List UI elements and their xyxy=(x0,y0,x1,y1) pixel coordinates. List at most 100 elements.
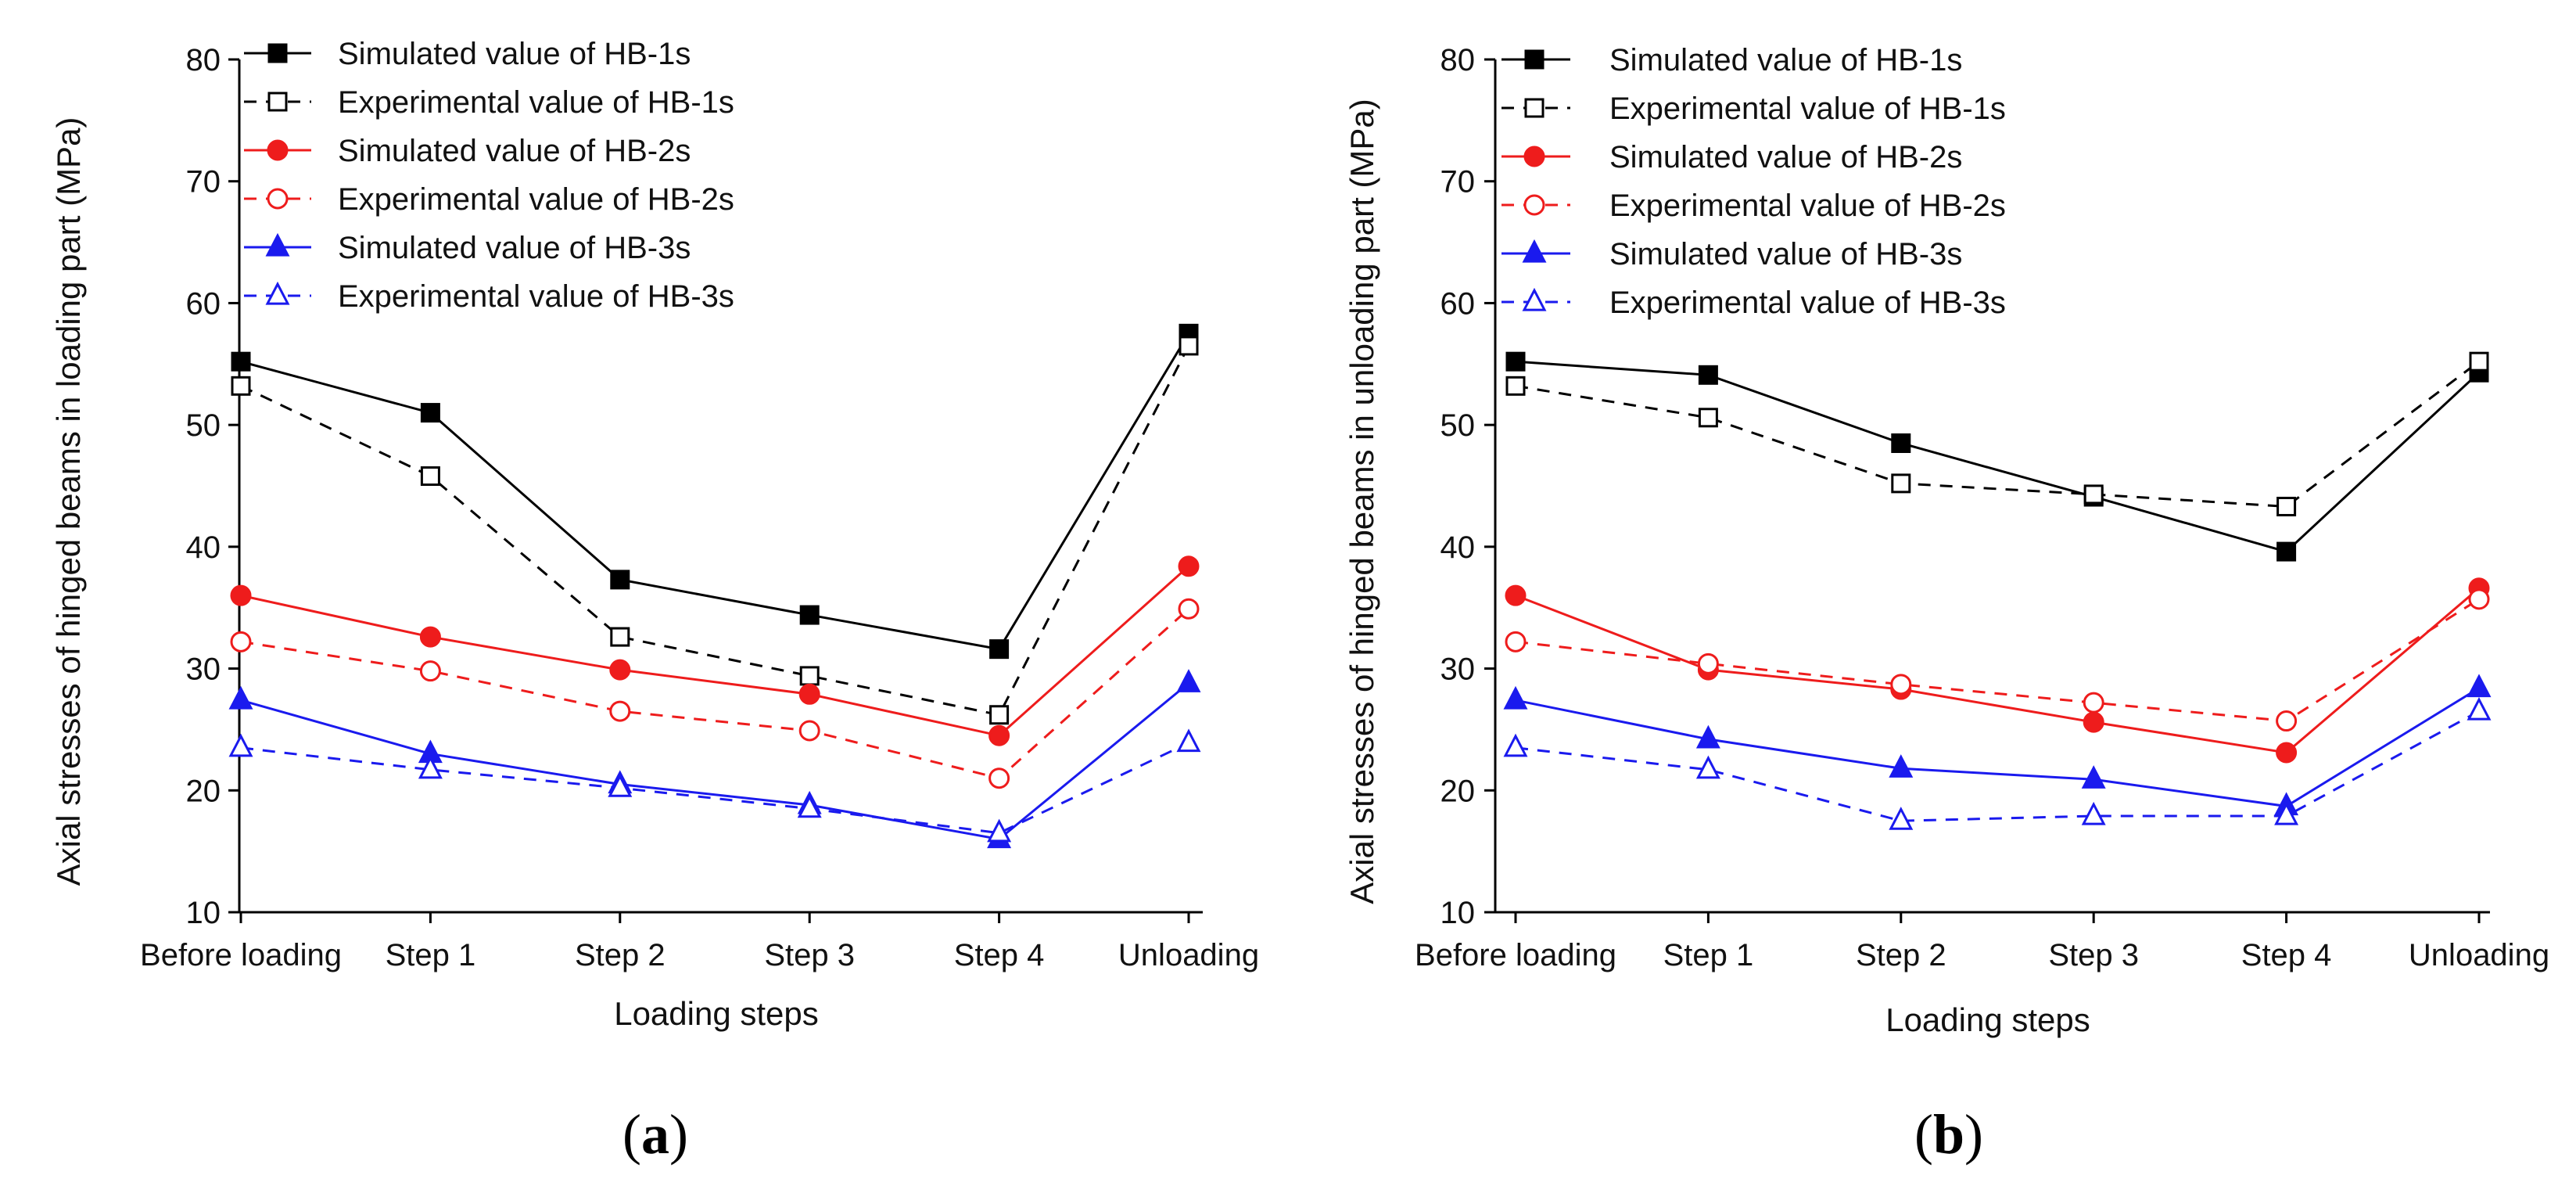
y-tick-label: 60 xyxy=(186,286,221,321)
x-axis-title: Loading steps xyxy=(1885,1001,2090,1038)
data-point xyxy=(1505,631,1527,652)
panel-label-letter: b xyxy=(1933,1103,1964,1166)
data-point xyxy=(989,639,1010,660)
legend-marker xyxy=(267,43,288,63)
data-point xyxy=(610,570,630,590)
legend-item: Experimental value of HB-2s xyxy=(244,182,734,217)
data-point xyxy=(419,626,441,648)
y-tick-label: 50 xyxy=(186,408,221,443)
series-line xyxy=(1515,360,2481,553)
x-tick-label: Step 2 xyxy=(1856,938,1946,972)
data-point xyxy=(987,818,1012,843)
y-tick-label: 50 xyxy=(1440,408,1476,443)
legend-label: Simulated value of HB-1s xyxy=(338,37,691,71)
series-line xyxy=(1515,587,2480,754)
data-point xyxy=(1179,336,1199,356)
data-point xyxy=(230,584,252,606)
legend-marker xyxy=(267,188,289,210)
data-point xyxy=(2083,711,2104,733)
data-point xyxy=(609,659,631,681)
data-point xyxy=(2467,674,2492,698)
series-5 xyxy=(228,728,1201,843)
y-tick-label: 40 xyxy=(1440,530,1476,565)
y-tick-label: 70 xyxy=(186,165,221,200)
panel-label-open-paren: ( xyxy=(622,1103,641,1166)
data-point xyxy=(1178,555,1200,577)
data-point xyxy=(797,794,822,818)
data-point xyxy=(1695,724,1720,749)
data-point xyxy=(798,683,820,705)
data-point xyxy=(989,705,1010,725)
chart-panel-a: 10 20 30 40 50 60 70 80 Before loading Step 1 Step… xyxy=(50,37,1259,1166)
data-point xyxy=(988,767,1010,789)
data-point xyxy=(2083,692,2104,714)
legend-label: Experimental value of HB-1s xyxy=(1609,92,2006,126)
legend-marker xyxy=(1522,287,1547,311)
x-tick-label: Unloading xyxy=(2409,938,2549,972)
data-point xyxy=(1503,685,1528,710)
data-point xyxy=(230,631,252,652)
legend-item: Simulated value of HB-2s xyxy=(1501,140,1962,174)
series-3 xyxy=(1505,588,2490,732)
series-line xyxy=(240,608,1189,780)
data-point xyxy=(1698,408,1718,428)
series-2 xyxy=(1505,577,2490,764)
y-tick-label: 70 xyxy=(1440,165,1476,200)
data-point xyxy=(231,376,251,396)
data-point xyxy=(228,733,253,757)
legend: Simulated value of HB-1s Experimental val… xyxy=(244,37,734,314)
data-point xyxy=(2468,588,2490,610)
legend-marker xyxy=(265,232,290,257)
data-point xyxy=(1890,674,1912,696)
y-tick-label: 20 xyxy=(1440,774,1476,808)
data-point xyxy=(2276,742,2298,764)
data-point xyxy=(418,755,443,779)
data-point xyxy=(799,666,820,686)
legend-marker xyxy=(267,139,289,161)
legend-marker xyxy=(1523,194,1545,216)
data-point xyxy=(228,685,253,710)
legend-item: Simulated value of HB-3s xyxy=(244,231,691,265)
legend-item: Experimental value of HB-1s xyxy=(1501,92,2006,126)
legend-item: Experimental value of HB-1s xyxy=(244,85,734,120)
x-tick-label: Step 4 xyxy=(2241,938,2332,972)
data-point xyxy=(1505,376,1526,396)
legend-item: Simulated value of HB-2s xyxy=(244,134,691,168)
series-line xyxy=(240,682,1189,841)
y-tick-label: 30 xyxy=(1440,652,1476,687)
y-tick-label: 80 xyxy=(1440,43,1476,77)
data-point xyxy=(608,774,633,797)
data-point xyxy=(420,466,440,487)
series-4 xyxy=(1503,674,2492,816)
data-point xyxy=(231,351,251,372)
data-point xyxy=(1176,669,1201,692)
x-tick-label: Before loading xyxy=(140,938,342,972)
series-5 xyxy=(1503,696,2492,830)
data-point xyxy=(1178,598,1200,620)
series-2 xyxy=(230,555,1200,746)
series-1 xyxy=(231,336,1199,725)
legend-label: Simulated value of HB-2s xyxy=(338,134,691,168)
data-point xyxy=(1889,754,1914,778)
y-axis-title: Axial stresses of hinged beams in unload… xyxy=(1344,99,1380,904)
series-0 xyxy=(231,323,1199,660)
legend-marker xyxy=(267,92,288,112)
series-1 xyxy=(1505,351,2489,516)
legend-label: Experimental value of HB-2s xyxy=(1609,189,2006,223)
legend-item: Simulated value of HB-1s xyxy=(244,37,691,71)
x-tick-label: Before loading xyxy=(1415,938,1616,972)
data-point xyxy=(1505,351,1526,372)
data-point xyxy=(610,627,630,647)
y-tick-label: 10 xyxy=(186,896,221,930)
panel-label-close-paren: ) xyxy=(669,1103,688,1166)
data-point xyxy=(419,660,441,682)
series-line xyxy=(1515,710,2480,822)
data-point xyxy=(799,605,820,625)
legend-marker xyxy=(1522,239,1547,263)
legend-label: Experimental value of HB-2s xyxy=(338,182,734,217)
data-point xyxy=(1891,473,1911,494)
chart-panel-b: 10 20 30 40 50 60 70 80 Before loading Step 1 Step… xyxy=(1344,43,2549,1166)
legend-item: Experimental value of HB-2s xyxy=(1501,189,2006,223)
legend-label: Simulated value of HB-1s xyxy=(1609,43,1962,77)
